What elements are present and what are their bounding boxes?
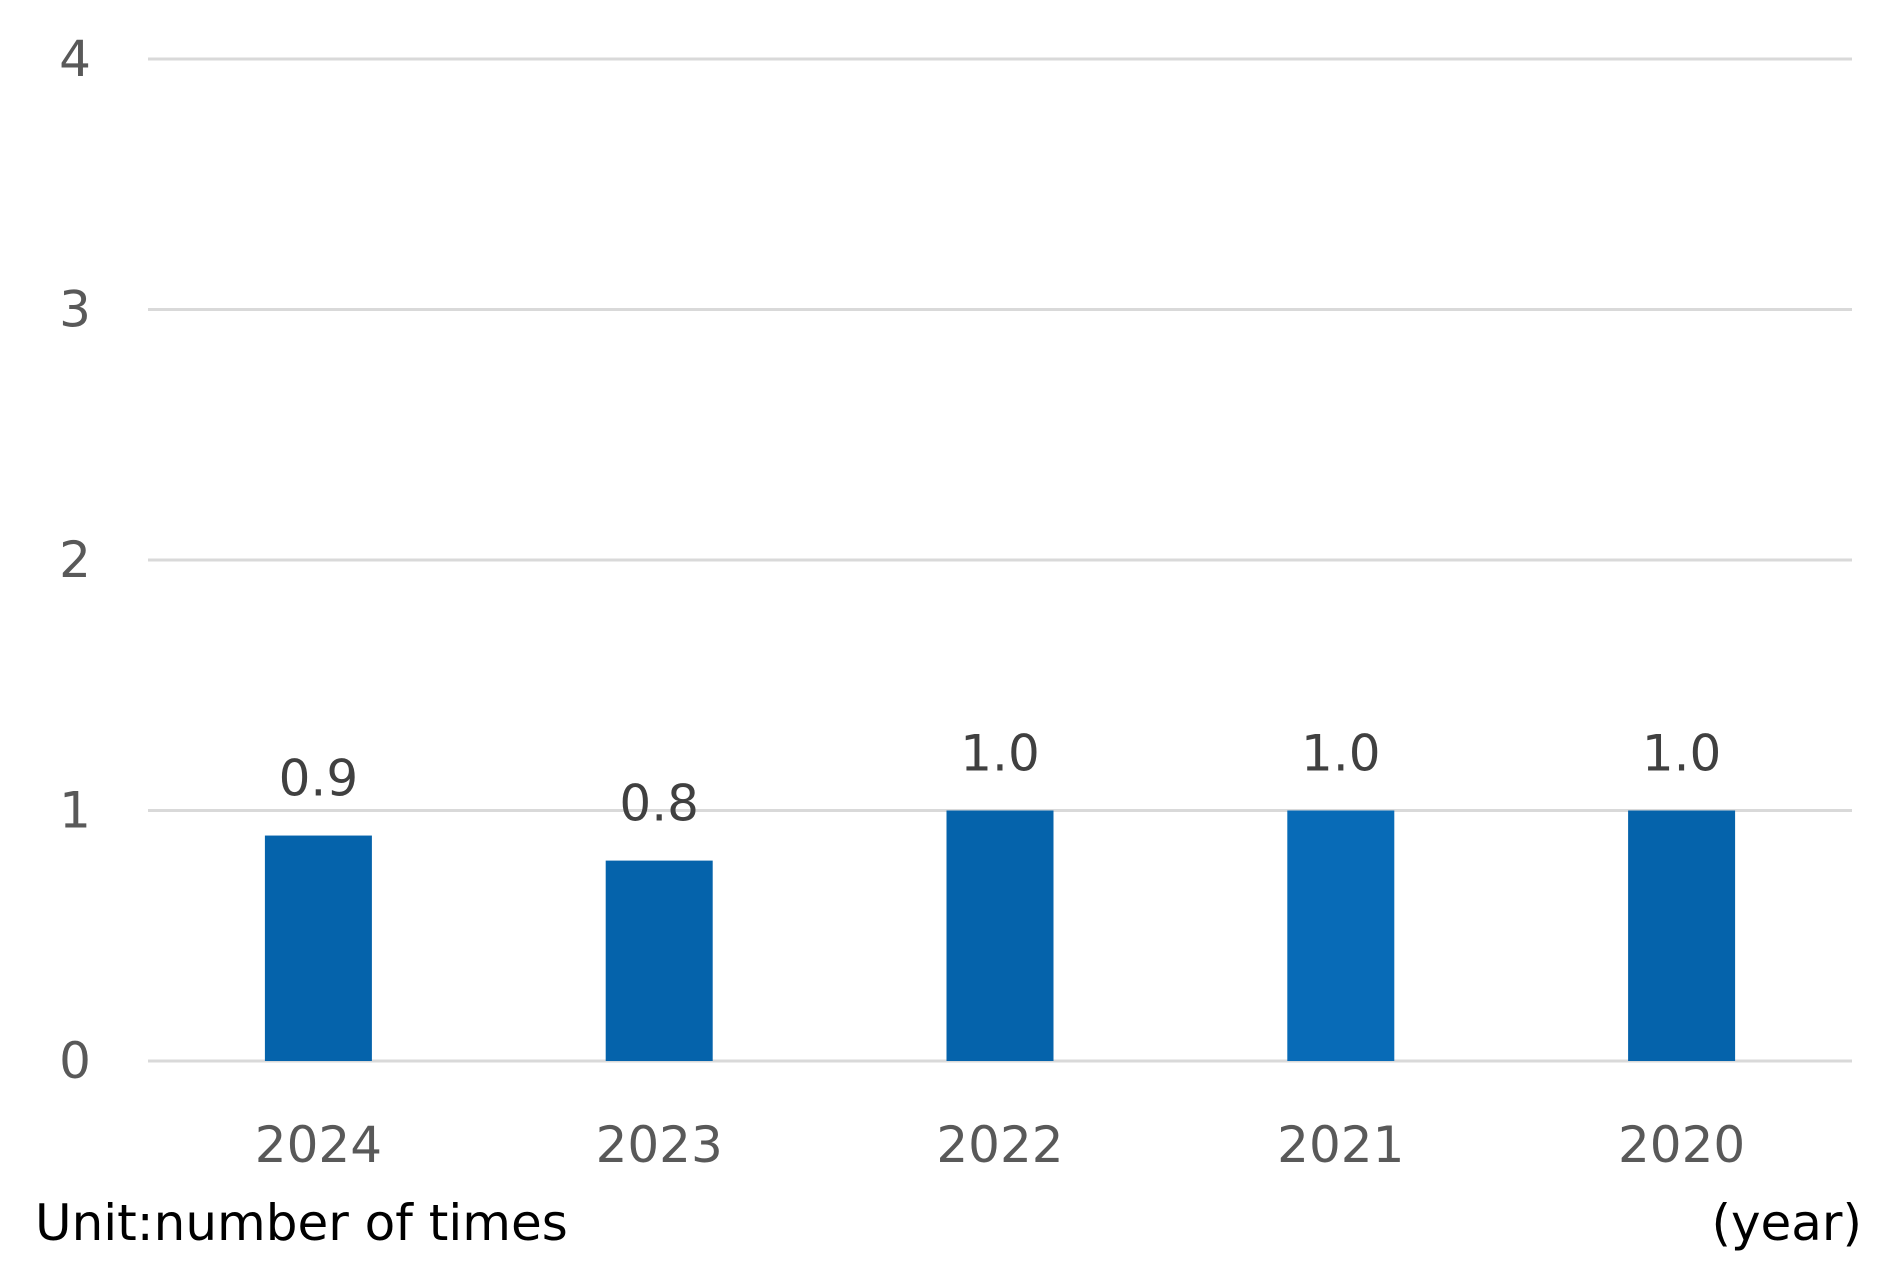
x-axis-categories: 2024 2023 2022 2021 2020 <box>255 1116 1745 1174</box>
value-label: 0.8 <box>619 775 699 833</box>
bars <box>264 810 1736 1061</box>
value-label: 1.0 <box>960 725 1040 783</box>
y-tick-label: 3 <box>59 281 91 339</box>
x-category-label: 2020 <box>1618 1116 1745 1174</box>
y-axis-ticks: 0 1 2 3 4 <box>59 30 91 1090</box>
y-tick-label: 2 <box>59 531 91 589</box>
bar <box>1287 810 1395 1061</box>
y-tick-label: 1 <box>59 782 91 840</box>
value-labels: 0.9 0.8 1.0 1.0 1.0 <box>279 725 1722 833</box>
value-label: 1.0 <box>1301 725 1381 783</box>
gridlines <box>148 57 1852 1063</box>
bar <box>946 810 1054 1061</box>
bar <box>1628 810 1736 1061</box>
x-category-label: 2023 <box>596 1116 723 1174</box>
value-label: 1.0 <box>1642 725 1722 783</box>
x-category-label: 2024 <box>255 1116 382 1174</box>
x-axis-title: (year) <box>1711 1194 1862 1252</box>
bar <box>264 835 372 1061</box>
value-label: 0.9 <box>279 750 359 808</box>
y-tick-label: 0 <box>59 1032 91 1090</box>
y-tick-label: 4 <box>59 30 91 88</box>
bar <box>605 860 713 1061</box>
x-category-label: 2022 <box>936 1116 1063 1174</box>
unit-label: Unit:number of times <box>35 1194 568 1252</box>
x-category-label: 2021 <box>1277 1116 1404 1174</box>
